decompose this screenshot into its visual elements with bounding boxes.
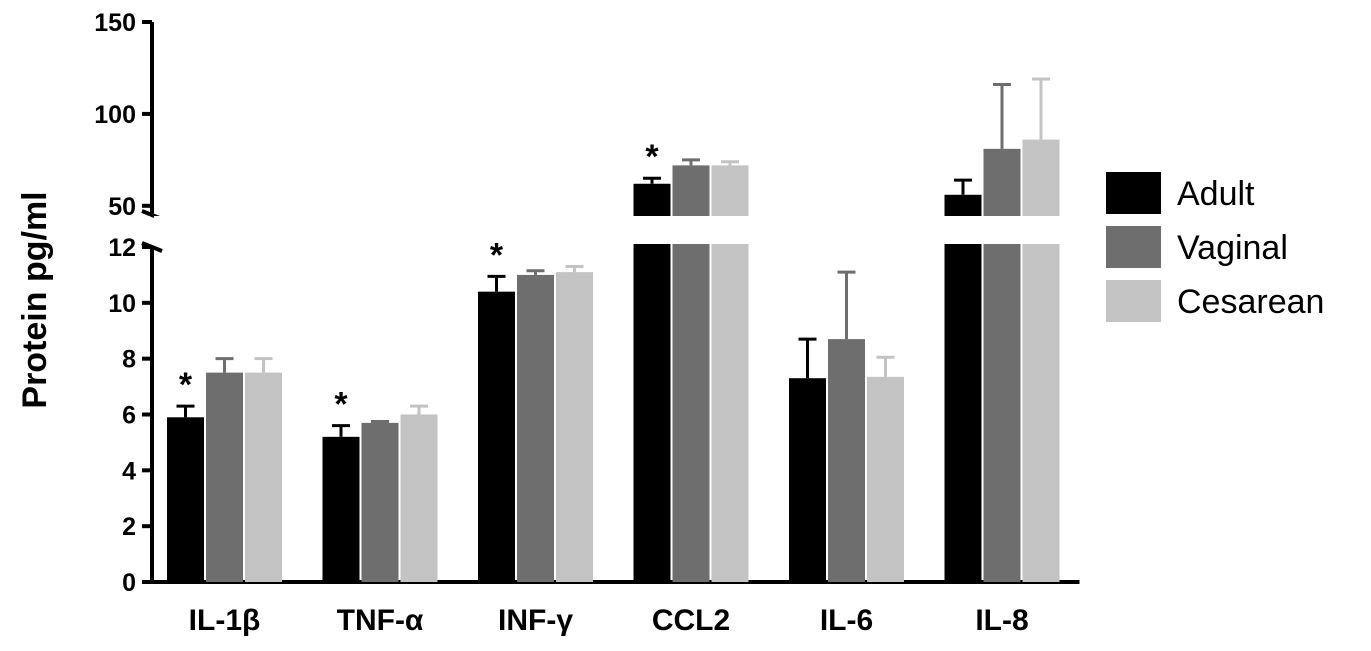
bar-adult-1 <box>322 436 360 582</box>
significance-star-1: * <box>334 386 348 424</box>
bar-vaginal-0 <box>206 372 243 582</box>
bar-cesarean-1 <box>400 414 438 582</box>
category-label-4: IL-6 <box>820 604 873 637</box>
y-tick-label: 100 <box>94 101 136 129</box>
y-tick-label: 2 <box>122 513 136 541</box>
bar-adult-4 <box>789 378 826 582</box>
legend-label-cesarean: Cesarean <box>1177 283 1324 321</box>
bar-adult-3 <box>633 183 671 582</box>
significance-star-0: * <box>179 366 193 404</box>
axis-break-gap <box>154 216 1094 244</box>
category-label-5: IL-8 <box>975 604 1028 637</box>
bar-cesarean-4 <box>867 376 904 582</box>
bar-cesarean-5 <box>1022 139 1060 582</box>
y-tick-label: 12 <box>108 234 136 262</box>
bar-vaginal-1 <box>361 422 399 582</box>
category-label-3: CCL2 <box>652 604 730 637</box>
bar-cesarean-0 <box>245 372 282 582</box>
category-label-0: IL-1β <box>189 604 261 637</box>
bar-adult-2 <box>478 291 515 582</box>
bar-cesarean-2 <box>556 272 593 582</box>
y-tick-label: 150 <box>94 9 136 37</box>
y-tick-label: 6 <box>122 402 136 430</box>
bar-adult-0 <box>167 417 204 582</box>
y-tick-label: 50 <box>108 193 136 221</box>
legend-label-adult: Adult <box>1177 175 1255 213</box>
y-tick-label: 4 <box>122 457 136 485</box>
legend-swatch-cesarean <box>1106 280 1161 322</box>
category-label-1: TNF-α <box>337 604 424 637</box>
bar-vaginal-4 <box>828 339 865 582</box>
bar-vaginal-5 <box>983 148 1021 583</box>
legend-label-vaginal: Vaginal <box>1177 229 1288 267</box>
y-tick-label: 0 <box>122 569 136 597</box>
significance-star-2: * <box>490 236 504 274</box>
bar-adult-5 <box>944 194 982 582</box>
category-label-2: INF-γ <box>498 604 573 637</box>
bar-vaginal-2 <box>517 274 554 582</box>
y-axis-label: Protein pg/ml <box>16 191 54 408</box>
legend-swatch-vaginal <box>1106 226 1161 268</box>
legend-swatch-adult <box>1106 172 1161 214</box>
y-tick-label: 8 <box>122 346 136 374</box>
y-tick-label: 10 <box>108 290 136 318</box>
significance-star-3: * <box>645 138 659 176</box>
